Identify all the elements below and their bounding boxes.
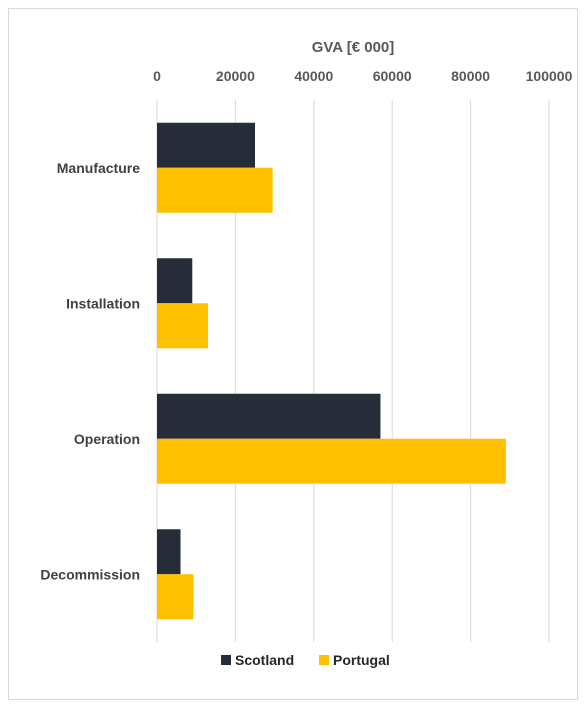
- bar-scotland-installation: [157, 258, 193, 304]
- bar-portugal-manufacture: [157, 167, 273, 213]
- bar-scotland-decommission: [157, 529, 181, 575]
- x-tick-label: 100000: [526, 68, 573, 84]
- x-tick-label: 60000: [373, 68, 412, 84]
- bar-scotland-manufacture: [157, 122, 255, 168]
- legend-swatch-portugal: [319, 655, 329, 665]
- category-label: Decommission: [40, 566, 140, 582]
- bar-scotland-operation: [157, 393, 381, 439]
- bar-portugal-decommission: [157, 574, 194, 620]
- x-tick-labels: 0 20000 40000 60000 80000 100000: [153, 68, 572, 84]
- category-labels: Manufacture Installation Operation Decommis…: [40, 160, 140, 583]
- legend-label-portugal: Portugal: [333, 652, 390, 668]
- x-tick-label: 20000: [216, 68, 255, 84]
- legend: Scotland Portugal: [221, 652, 390, 668]
- bar-portugal-operation: [157, 438, 506, 484]
- bar-portugal-installation: [157, 303, 208, 349]
- legend-label-scotland: Scotland: [235, 652, 294, 668]
- category-label: Manufacture: [57, 160, 140, 176]
- x-tick-label: 40000: [294, 68, 333, 84]
- legend-swatch-scotland: [221, 655, 231, 665]
- category-label: Installation: [66, 295, 140, 311]
- x-tick-label: 80000: [451, 68, 490, 84]
- x-tick-label: 0: [153, 68, 161, 84]
- category-label: Operation: [74, 431, 140, 447]
- bars: [157, 122, 506, 620]
- chart-frame: [8, 8, 578, 700]
- x-axis-title: GVA [€ 000]: [312, 39, 395, 56]
